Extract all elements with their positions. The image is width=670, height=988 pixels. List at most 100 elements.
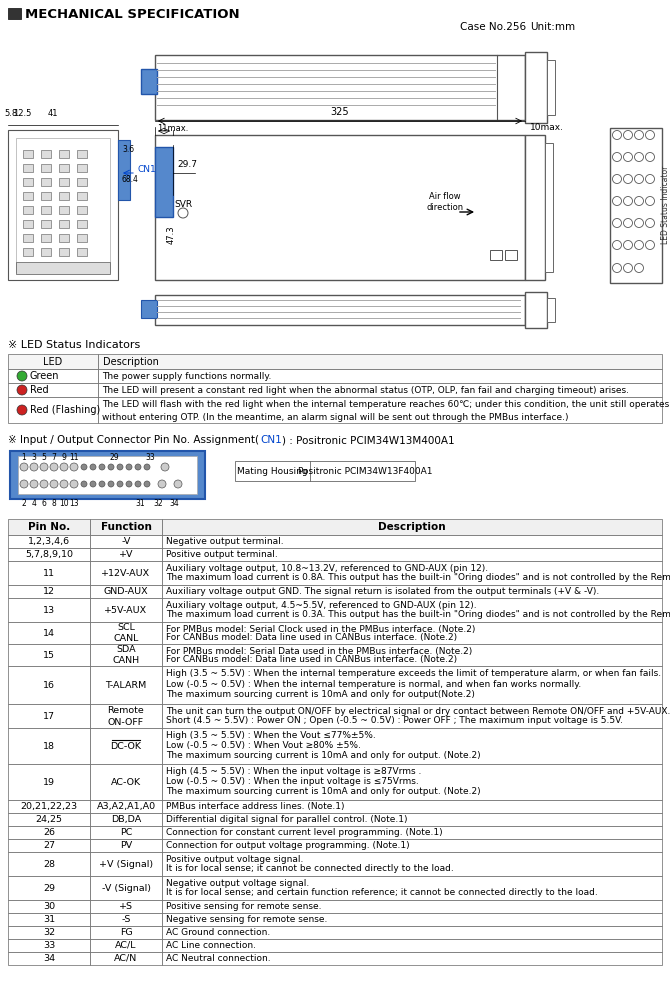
Text: LED: LED	[44, 357, 62, 367]
Bar	[77, 192, 87, 200]
Text: CN1: CN1	[138, 166, 157, 175]
Text: 28: 28	[43, 860, 55, 868]
Bar	[547, 298, 555, 322]
Bar	[41, 234, 51, 242]
Text: AC-OK: AC-OK	[111, 778, 141, 786]
Text: The LED will present a constant red light when the abnormal status (OTP, OLP, fa: The LED will present a constant red ligh…	[102, 386, 629, 395]
Text: 31: 31	[43, 915, 55, 924]
Bar	[8, 622, 90, 644]
Text: 41: 41	[48, 109, 58, 118]
Circle shape	[634, 197, 643, 206]
Bar	[77, 234, 87, 242]
Text: Red (Flashing): Red (Flashing)	[30, 405, 100, 415]
Text: +V: +V	[119, 549, 133, 558]
Text: SVR: SVR	[174, 200, 192, 209]
Circle shape	[81, 481, 87, 487]
Text: AC/N: AC/N	[115, 953, 137, 962]
Text: 30: 30	[43, 901, 55, 911]
Circle shape	[144, 464, 150, 470]
Bar	[90, 813, 162, 826]
Bar	[162, 826, 662, 839]
Text: Case No.256: Case No.256	[460, 22, 526, 32]
Bar	[59, 164, 69, 172]
Bar	[18, 456, 197, 494]
Text: 13: 13	[69, 499, 79, 508]
Bar	[162, 535, 662, 548]
Bar	[8, 519, 90, 535]
Text: Negative output voltage signal.: Negative output voltage signal.	[166, 879, 310, 888]
Text: The maximum load current is 0.8A. This output has the built-in "Oring diodes" an: The maximum load current is 0.8A. This o…	[166, 573, 670, 582]
Text: 3: 3	[31, 453, 36, 462]
Text: CANH: CANH	[113, 656, 139, 665]
Text: -V: -V	[121, 536, 131, 545]
Text: 32: 32	[43, 928, 55, 937]
Circle shape	[612, 175, 622, 184]
Bar	[23, 192, 33, 200]
Bar	[141, 300, 157, 318]
Bar	[59, 220, 69, 228]
Circle shape	[99, 481, 105, 487]
Bar	[155, 55, 525, 120]
Circle shape	[645, 240, 655, 250]
Bar	[525, 135, 545, 280]
Bar	[41, 206, 51, 214]
Circle shape	[624, 240, 632, 250]
Bar	[23, 150, 33, 158]
Text: LED Status Indicator: LED Status Indicator	[661, 166, 669, 244]
Circle shape	[645, 130, 655, 139]
Text: FG: FG	[120, 928, 132, 937]
Circle shape	[612, 264, 622, 273]
Bar	[59, 248, 69, 256]
Circle shape	[624, 175, 632, 184]
Bar	[162, 813, 662, 826]
Text: 7: 7	[52, 453, 56, 462]
Bar	[90, 939, 162, 952]
Bar	[8, 644, 90, 666]
Circle shape	[70, 463, 78, 471]
Circle shape	[90, 464, 96, 470]
Circle shape	[645, 152, 655, 161]
Text: +5V-AUX: +5V-AUX	[105, 606, 147, 615]
Text: 33: 33	[43, 941, 55, 949]
Circle shape	[624, 197, 632, 206]
Circle shape	[634, 240, 643, 250]
Bar	[98, 383, 662, 397]
Bar	[162, 876, 662, 900]
Circle shape	[60, 463, 68, 471]
Text: Function: Function	[100, 522, 151, 532]
Text: 10max.: 10max.	[530, 123, 564, 131]
Bar	[90, 666, 162, 704]
Bar	[141, 69, 157, 94]
Bar	[8, 369, 98, 383]
Bar	[77, 248, 87, 256]
Bar	[41, 178, 51, 186]
Text: -V (Signal): -V (Signal)	[101, 883, 151, 892]
Circle shape	[178, 208, 188, 218]
Text: 5: 5	[42, 453, 46, 462]
Text: 29: 29	[43, 883, 55, 892]
Bar	[8, 900, 90, 913]
Text: +V (Signal): +V (Signal)	[99, 860, 153, 868]
Bar	[90, 644, 162, 666]
Text: 16: 16	[43, 681, 55, 690]
Bar	[90, 800, 162, 813]
Text: The unit can turn the output ON/OFF by electrical signal or dry contact between : The unit can turn the output ON/OFF by e…	[166, 707, 670, 716]
Bar	[90, 519, 162, 535]
Text: 26: 26	[43, 828, 55, 837]
Bar	[162, 939, 662, 952]
Text: Remote: Remote	[108, 705, 144, 714]
Text: It is for local sense; and certain function reference; it cannot be connected di: It is for local sense; and certain funct…	[166, 888, 598, 897]
Text: Positive sensing for remote sense.: Positive sensing for remote sense.	[166, 901, 322, 911]
Text: For PMBus model: Serial Data used in the PMBus interface. (Note.2): For PMBus model: Serial Data used in the…	[166, 647, 472, 656]
Bar	[23, 248, 33, 256]
Text: AC Ground connection.: AC Ground connection.	[166, 928, 270, 937]
Text: Description: Description	[378, 522, 446, 532]
Circle shape	[108, 481, 114, 487]
Bar	[162, 900, 662, 913]
Bar	[162, 852, 662, 876]
Circle shape	[117, 481, 123, 487]
Text: MECHANICAL SPECIFICATION: MECHANICAL SPECIFICATION	[25, 8, 240, 21]
Text: 1,2,3,4,6: 1,2,3,4,6	[28, 536, 70, 545]
Text: Positive output terminal.: Positive output terminal.	[166, 549, 278, 558]
Bar	[8, 826, 90, 839]
